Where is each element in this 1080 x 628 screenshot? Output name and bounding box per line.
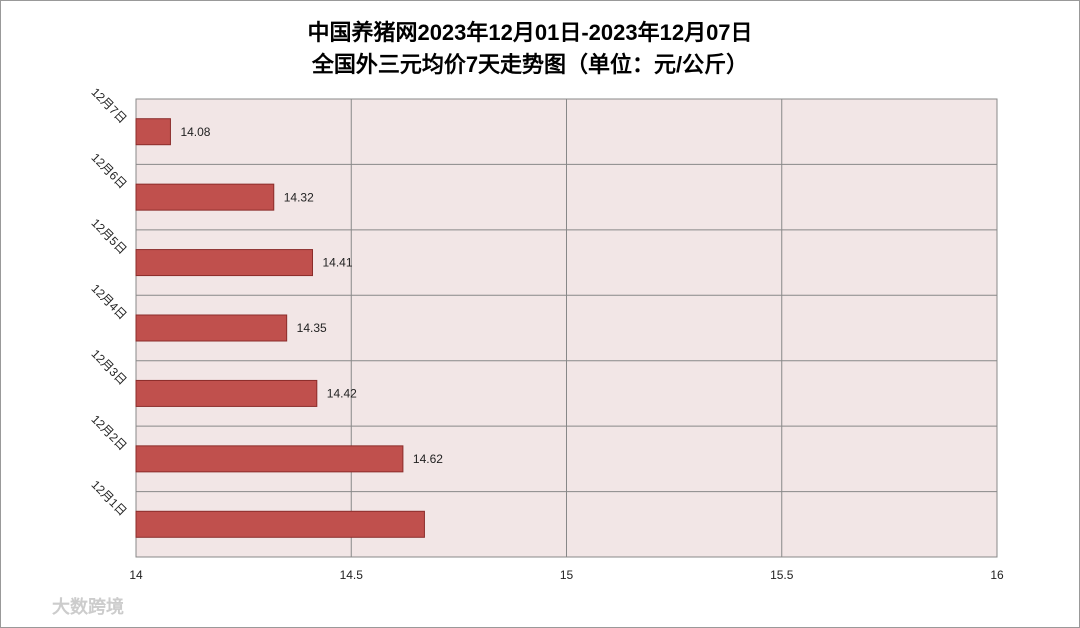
data-label: 14.62 (413, 452, 443, 466)
data-label: 14.08 (180, 125, 210, 139)
bar (135, 118, 171, 146)
bar (135, 510, 425, 538)
bar (135, 445, 404, 473)
chart-title: 中国养猪网2023年12月01日-2023年12月07日 (307, 20, 752, 45)
bar (135, 183, 275, 211)
data-label: 14.42 (327, 387, 357, 401)
x-tick-label: 14 (129, 568, 143, 582)
x-tick-label: 15.5 (770, 568, 794, 582)
chart-subtitle: 全国外三元均价7天走势图（单位：元/公斤） (311, 52, 748, 77)
x-tick-label: 16 (990, 568, 1004, 582)
data-label: 14.41 (323, 256, 353, 270)
data-label: 14.32 (284, 190, 314, 204)
bar (135, 314, 288, 342)
x-tick-label: 14.5 (340, 568, 364, 582)
data-label: 14.35 (297, 321, 327, 335)
x-tick-label: 15 (560, 568, 574, 582)
bar (135, 249, 314, 277)
bar (135, 379, 318, 407)
watermark: 大数跨境 (52, 596, 124, 617)
